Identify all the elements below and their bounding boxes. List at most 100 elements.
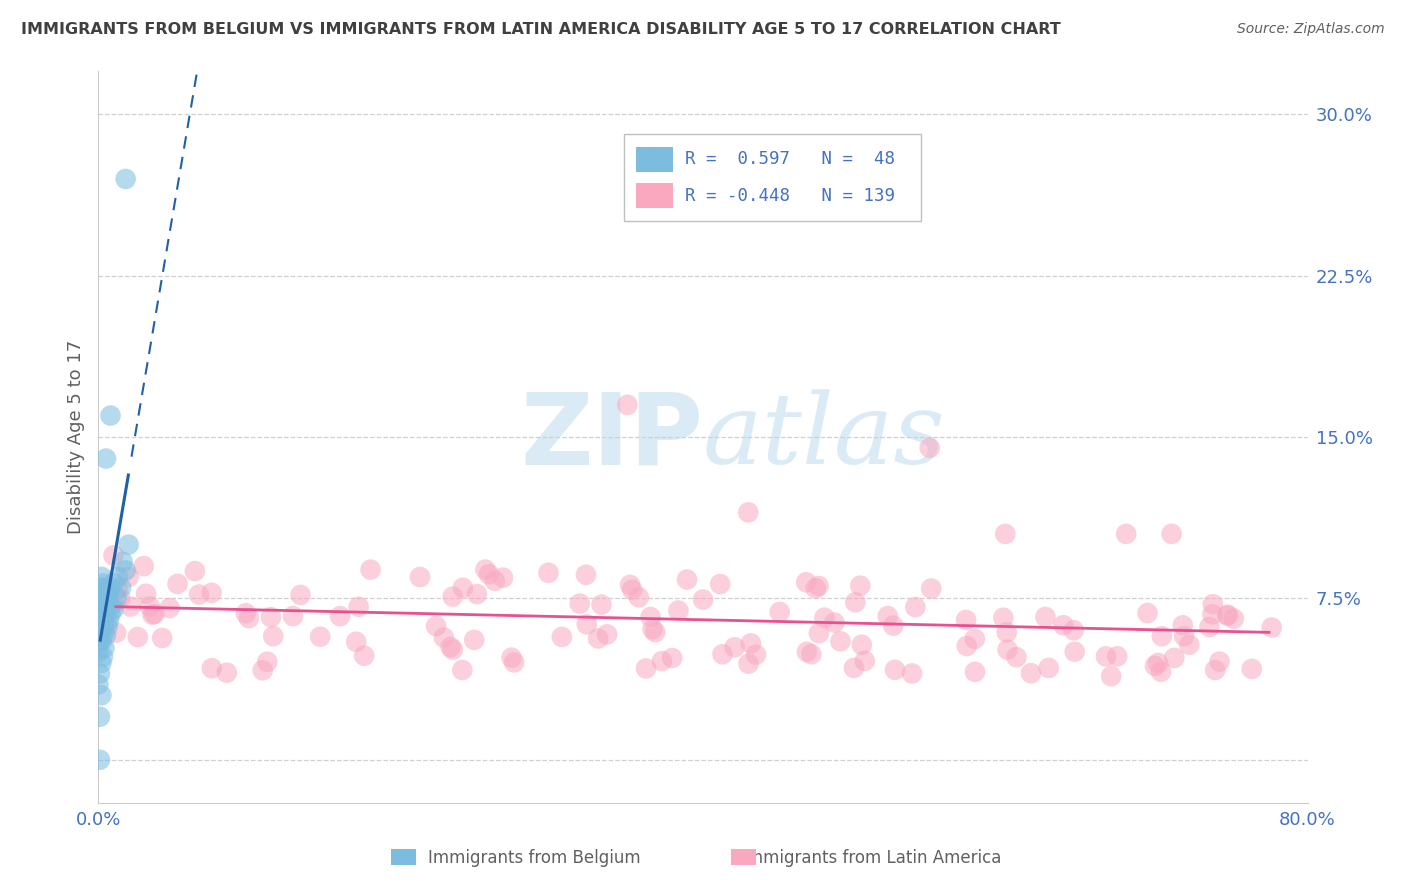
Text: Immigrants from Belgium: Immigrants from Belgium <box>427 849 641 867</box>
Point <box>107 570 129 584</box>
Point <box>105 582 128 596</box>
Point <box>1095 649 1118 664</box>
Text: IMMIGRANTS FROM BELGIUM VS IMMIGRANTS FROM LATIN AMERICA DISABILITY AGE 5 TO 17 : IMMIGRANTS FROM BELGIUM VS IMMIGRANTS FR… <box>21 22 1062 37</box>
Point <box>114 172 136 186</box>
Point <box>484 574 506 588</box>
Point <box>93 640 115 655</box>
Point <box>93 581 115 595</box>
Point <box>90 619 112 633</box>
Point <box>627 591 650 605</box>
Point <box>1202 597 1225 611</box>
Point <box>586 632 609 646</box>
Point <box>800 647 823 661</box>
Point <box>851 638 873 652</box>
Point <box>98 585 121 599</box>
Point <box>100 409 122 423</box>
Point <box>1038 661 1060 675</box>
Point <box>884 663 907 677</box>
Point <box>882 618 904 632</box>
Point <box>1216 608 1239 623</box>
Point <box>139 599 162 614</box>
Point <box>89 710 111 724</box>
Point <box>127 630 149 644</box>
Point <box>568 597 591 611</box>
Text: R =  0.597   N =  48: R = 0.597 N = 48 <box>685 150 894 168</box>
Point <box>89 613 111 627</box>
Point <box>353 648 375 663</box>
Point <box>105 591 128 606</box>
Point <box>994 527 1017 541</box>
Point <box>89 602 111 616</box>
Point <box>91 649 114 664</box>
Point <box>575 617 598 632</box>
Point <box>201 586 224 600</box>
Point <box>100 581 122 595</box>
Point <box>90 570 112 584</box>
Point <box>94 585 117 599</box>
Point <box>692 592 714 607</box>
Point <box>995 625 1018 640</box>
Point <box>201 661 224 675</box>
Point <box>114 564 136 578</box>
Point <box>90 598 112 612</box>
Point <box>1160 527 1182 541</box>
Point <box>103 576 125 591</box>
Text: ZIP: ZIP <box>520 389 703 485</box>
Point <box>804 582 827 596</box>
Point <box>901 666 924 681</box>
Point <box>830 634 852 648</box>
Point <box>465 587 488 601</box>
Point <box>1005 650 1028 665</box>
Point <box>90 585 112 599</box>
Point <box>463 632 485 647</box>
Point <box>711 647 734 661</box>
Point <box>1240 662 1263 676</box>
Point <box>135 587 157 601</box>
Point <box>90 634 112 648</box>
Point <box>433 631 456 645</box>
Point <box>439 640 461 654</box>
Point <box>120 599 142 614</box>
Point <box>329 609 352 624</box>
Point <box>98 613 121 627</box>
Point <box>661 651 683 665</box>
Text: R = -0.448   N = 139: R = -0.448 N = 139 <box>685 186 894 204</box>
Point <box>651 654 673 668</box>
Point <box>853 654 876 668</box>
Point <box>1136 606 1159 620</box>
Point <box>709 577 731 591</box>
Point <box>425 619 447 633</box>
Y-axis label: Disability Age 5 to 17: Disability Age 5 to 17 <box>66 340 84 534</box>
Point <box>1216 607 1239 622</box>
Point <box>724 640 747 655</box>
Point <box>281 609 304 624</box>
Point <box>451 663 474 677</box>
Point <box>575 567 598 582</box>
Point <box>110 581 132 595</box>
Point <box>143 607 166 621</box>
Point <box>184 564 207 578</box>
Point <box>668 603 690 617</box>
Point <box>740 636 762 650</box>
Point <box>1208 655 1230 669</box>
Point <box>920 582 942 596</box>
Point <box>89 666 111 681</box>
Point <box>260 610 283 624</box>
Point <box>290 588 312 602</box>
Point <box>87 677 110 691</box>
Point <box>118 538 141 552</box>
Point <box>503 656 526 670</box>
Point <box>441 642 464 657</box>
Point <box>993 611 1015 625</box>
Text: atlas: atlas <box>703 390 946 484</box>
Point <box>100 607 122 621</box>
Point <box>737 657 759 671</box>
Point <box>474 563 496 577</box>
Point <box>842 661 865 675</box>
Point <box>91 628 114 642</box>
FancyBboxPatch shape <box>637 183 672 208</box>
FancyBboxPatch shape <box>624 134 921 221</box>
Point <box>132 559 155 574</box>
Point <box>1099 669 1122 683</box>
Point <box>640 610 662 624</box>
